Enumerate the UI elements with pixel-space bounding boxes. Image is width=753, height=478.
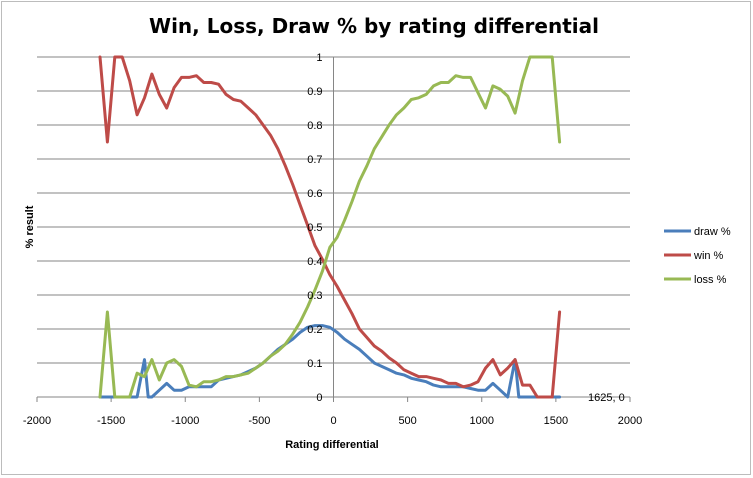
x-tick-label: 0 bbox=[330, 415, 336, 427]
y-axis-label: % result bbox=[24, 205, 36, 248]
y-tick-label: 0.6 bbox=[307, 188, 322, 200]
series-line-draw bbox=[98, 324, 562, 399]
y-tick-label: 1 bbox=[316, 52, 322, 64]
legend: draw % win % loss % bbox=[664, 226, 731, 286]
x-tick-label: -2000 bbox=[23, 415, 51, 427]
chart-title: Win, Loss, Draw % by rating differential bbox=[149, 14, 599, 38]
tick-labels: 0 0.1 0.2 0.3 0.4 0.5 0.6 0.7 0.8 0.9 1 -2000 -1500 -… bbox=[23, 52, 642, 427]
legend-label: loss % bbox=[694, 274, 727, 286]
series-line-loss bbox=[98, 55, 562, 399]
y-tick-label: 0.8 bbox=[307, 120, 322, 132]
legend-label: win % bbox=[693, 250, 724, 262]
x-tick-label: 1500 bbox=[544, 415, 568, 427]
series-lines bbox=[98, 55, 562, 399]
y-tick-label: 0.7 bbox=[307, 154, 322, 166]
y-tick-label: 0.1 bbox=[307, 358, 322, 370]
x-tick-label: -1500 bbox=[97, 415, 125, 427]
y-tick-label: 0.5 bbox=[307, 222, 322, 234]
y-tick-label: 0 bbox=[316, 392, 322, 404]
y-tick-label: 0.2 bbox=[307, 324, 322, 336]
legend-label: draw % bbox=[694, 226, 731, 238]
x-tick-label: 500 bbox=[398, 415, 416, 427]
y-tick-label: 0.9 bbox=[307, 86, 322, 98]
y-tick-label: 0.3 bbox=[307, 290, 322, 302]
x-axis-label: Rating differential bbox=[285, 439, 379, 451]
y-tick-label: 0.4 bbox=[307, 256, 322, 268]
x-tick-label: -500 bbox=[248, 415, 270, 427]
axes bbox=[36, 56, 631, 402]
x-tick-label: 2000 bbox=[618, 415, 642, 427]
x-tick-label: -1000 bbox=[171, 415, 199, 427]
x-tick-label: 1000 bbox=[470, 415, 494, 427]
data-point-annotation: 1625, 0 bbox=[588, 392, 625, 404]
series-line-win bbox=[98, 55, 562, 399]
